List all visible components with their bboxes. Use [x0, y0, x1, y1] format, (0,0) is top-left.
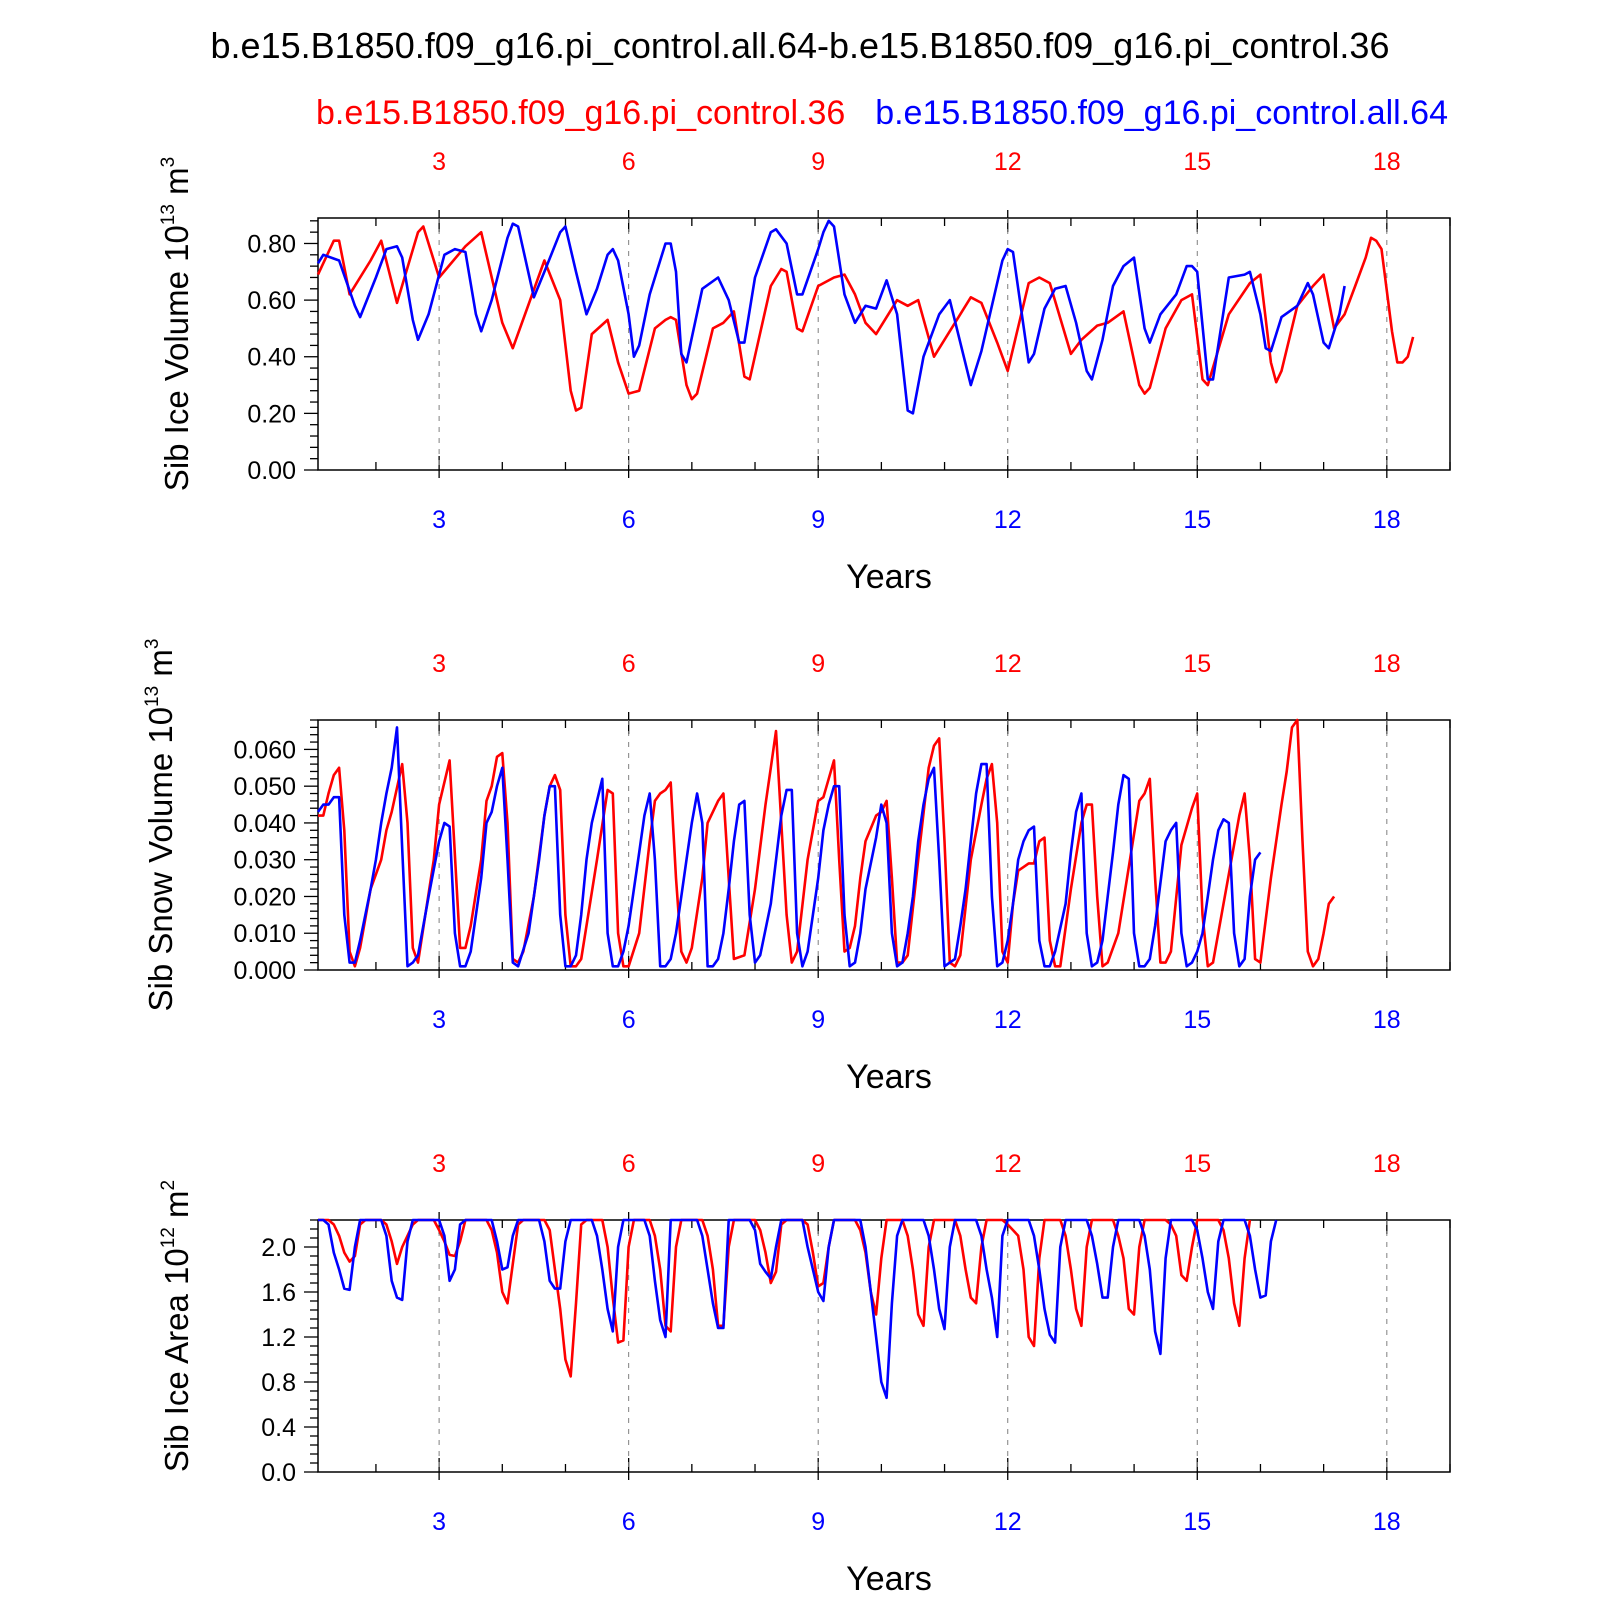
y-tick-label: 0.60 — [247, 287, 296, 315]
y-tick-label: 0.8 — [261, 1369, 296, 1397]
y-axis-title-part: 3 — [142, 639, 163, 650]
x-tick-label-top: 3 — [432, 148, 446, 176]
y-axis-title-part: 2 — [158, 1180, 179, 1191]
y-tick-label: 0.20 — [247, 400, 296, 428]
x-tick-label-top: 15 — [1183, 148, 1211, 176]
series-line-control-all-64 — [318, 1218, 1278, 1400]
x-tick-label-bottom: 18 — [1373, 1006, 1401, 1034]
x-tick-label-top: 12 — [994, 148, 1022, 176]
y-axis-title-part: 13 — [158, 204, 179, 225]
x-tick-label-bottom: 18 — [1373, 506, 1401, 534]
y-tick-label: 0.020 — [233, 883, 296, 911]
y-axis-title-part: m — [158, 1190, 195, 1227]
plot-frame — [317, 1219, 1451, 1473]
x-tick-label-bottom: 9 — [811, 1006, 825, 1034]
x-tick-label-top: 9 — [811, 148, 825, 176]
x-tick-label-bottom: 12 — [994, 506, 1022, 534]
x-tick-label-bottom: 15 — [1183, 1006, 1211, 1034]
x-tick-label-bottom: 18 — [1373, 1508, 1401, 1536]
panel-1: 3 3 6 6 9 9 12 12 15 15 18 18 0.00 0.20 0.40 0.60 0.80 Ye… — [158, 148, 1451, 596]
x-tick-label-top: 15 — [1183, 650, 1211, 678]
y-tick-label: 1.2 — [261, 1324, 296, 1352]
x-tick-label-top: 12 — [994, 1150, 1022, 1178]
y-axis-title-part: 13 — [142, 686, 163, 707]
y-tick-label: 0.060 — [233, 736, 296, 764]
x-axis-title: Years — [846, 1560, 932, 1598]
x-tick-label-top: 18 — [1373, 1150, 1401, 1178]
y-tick-label: 0.0 — [261, 1459, 296, 1487]
x-tick-label-top: 6 — [622, 650, 636, 678]
x-tick-label-top: 18 — [1373, 148, 1401, 176]
y-axis-title-part: 12 — [158, 1227, 179, 1248]
x-tick-label-top: 3 — [432, 1150, 446, 1178]
series-line-control-36 — [318, 718, 1336, 968]
y-tick-label: 0.050 — [233, 773, 296, 801]
x-tick-label-top: 18 — [1373, 650, 1401, 678]
x-axis-title: Years — [846, 558, 932, 596]
panel-2: 3 3 6 6 9 9 12 12 15 15 18 18 0.000 0.010 0.020 0.030 0.… — [142, 639, 1451, 1096]
y-axis-title-part: 3 — [158, 157, 179, 168]
y-tick-label: 2.0 — [261, 1234, 296, 1262]
y-axis-title: Sib Snow Volume 1013 m3 — [142, 639, 179, 1012]
series-line-control-36 — [316, 225, 1415, 412]
y-tick-label: 0.000 — [233, 957, 296, 985]
x-tick-label-bottom: 6 — [622, 1508, 636, 1536]
y-tick-label: 0.010 — [233, 920, 296, 948]
x-tick-label-bottom: 15 — [1183, 1508, 1211, 1536]
y-tick-label: 0.00 — [247, 457, 296, 485]
x-tick-label-bottom: 9 — [811, 1508, 825, 1536]
chart-panels: 3 3 6 6 9 9 12 12 15 15 18 18 0.00 0.20 0.40 0.60 0.80 Ye… — [142, 148, 1451, 1598]
y-axis-title-part: Sib Ice Area 10 — [158, 1248, 195, 1472]
x-tick-label-top: 6 — [622, 1150, 636, 1178]
x-tick-label-top: 15 — [1183, 1150, 1211, 1178]
x-tick-label-bottom: 3 — [432, 1508, 446, 1536]
x-tick-label-bottom: 12 — [994, 1006, 1022, 1034]
series-line-control-all-64 — [316, 219, 1346, 415]
x-tick-label-bottom: 6 — [622, 506, 636, 534]
x-tick-label-bottom: 3 — [432, 1006, 446, 1034]
y-tick-label: 0.80 — [247, 230, 296, 258]
panel-3: 3 3 6 6 9 9 12 12 15 15 18 18 0.0 0.4 0.8 1.2 1.6 2.0 Year… — [158, 1150, 1451, 1598]
x-tick-label-top: 12 — [994, 650, 1022, 678]
y-tick-label: 0.040 — [233, 810, 296, 838]
x-tick-label-top: 3 — [432, 650, 446, 678]
y-axis-title-part: Sib Snow Volume 10 — [142, 707, 179, 1012]
y-axis-title-part: m — [142, 649, 179, 686]
y-tick-label: 0.030 — [233, 847, 296, 875]
legend-red-label: b.e15.B1850.f09_g16.pi_control.36 — [316, 94, 845, 132]
x-tick-label-top: 9 — [811, 1150, 825, 1178]
series-line-control-36 — [318, 1218, 1252, 1378]
legend-blue-label: b.e15.B1850.f09_g16.pi_control.all.64 — [875, 94, 1448, 132]
x-tick-label-bottom: 6 — [622, 1006, 636, 1034]
x-tick-label-bottom: 9 — [811, 506, 825, 534]
y-tick-label: 0.40 — [247, 344, 296, 372]
x-tick-label-top: 6 — [622, 148, 636, 176]
figure-title: b.e15.B1850.f09_g16.pi_control.all.64-b.… — [211, 25, 1390, 66]
x-axis-title: Years — [846, 1058, 932, 1096]
x-tick-label-bottom: 12 — [994, 1508, 1022, 1536]
series-line-control-all-64 — [316, 726, 1262, 968]
y-tick-label: 0.4 — [261, 1414, 296, 1442]
y-tick-label: 1.6 — [261, 1279, 296, 1307]
x-tick-label-bottom: 3 — [432, 506, 446, 534]
y-axis-title-part: m — [158, 167, 195, 204]
x-tick-label-top: 9 — [811, 650, 825, 678]
y-axis-title: Sib Ice Volume 1013 m3 — [158, 157, 195, 491]
plot-frame — [317, 217, 1451, 471]
y-axis-title-part: Sib Ice Volume 10 — [158, 225, 195, 491]
plot-frame — [317, 719, 1451, 971]
y-axis-title: Sib Ice Area 1012 m2 — [158, 1180, 195, 1472]
x-tick-label-bottom: 15 — [1183, 506, 1211, 534]
